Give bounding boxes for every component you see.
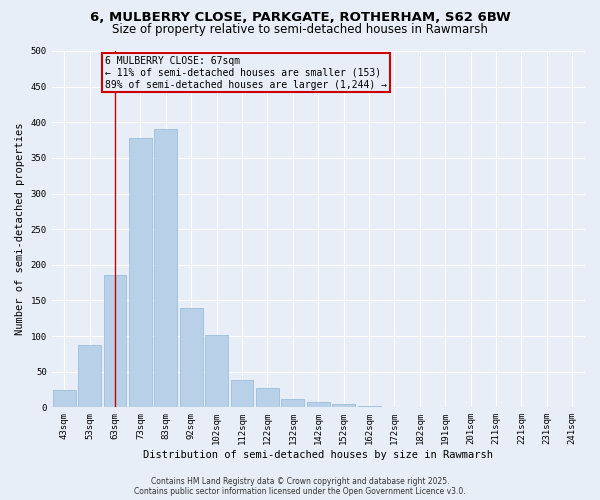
Bar xyxy=(307,402,330,407)
Bar xyxy=(154,130,177,407)
Bar xyxy=(332,404,355,407)
Bar xyxy=(205,334,228,407)
Bar xyxy=(256,388,279,407)
Bar xyxy=(78,344,101,408)
Bar xyxy=(561,406,584,408)
Bar xyxy=(53,390,76,407)
Bar xyxy=(383,406,406,408)
Y-axis label: Number of semi-detached properties: Number of semi-detached properties xyxy=(15,123,25,336)
Bar xyxy=(129,138,152,407)
Bar xyxy=(230,380,253,407)
Bar xyxy=(358,406,380,407)
Text: Contains HM Land Registry data © Crown copyright and database right 2025.
Contai: Contains HM Land Registry data © Crown c… xyxy=(134,476,466,496)
Bar xyxy=(281,399,304,407)
Bar xyxy=(180,308,203,408)
Bar xyxy=(104,276,127,407)
Text: 6, MULBERRY CLOSE, PARKGATE, ROTHERHAM, S62 6BW: 6, MULBERRY CLOSE, PARKGATE, ROTHERHAM, … xyxy=(89,11,511,24)
X-axis label: Distribution of semi-detached houses by size in Rawmarsh: Distribution of semi-detached houses by … xyxy=(143,450,493,460)
Text: 6 MULBERRY CLOSE: 67sqm
← 11% of semi-detached houses are smaller (153)
89% of s: 6 MULBERRY CLOSE: 67sqm ← 11% of semi-de… xyxy=(105,56,387,90)
Text: Size of property relative to semi-detached houses in Rawmarsh: Size of property relative to semi-detach… xyxy=(112,22,488,36)
